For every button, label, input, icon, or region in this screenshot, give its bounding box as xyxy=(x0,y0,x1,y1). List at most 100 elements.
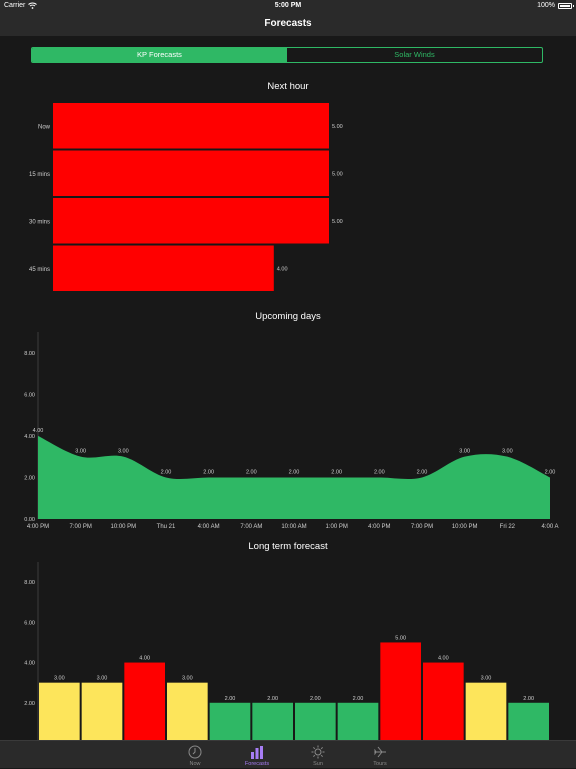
value-label: 2.00 xyxy=(310,696,321,702)
data-point-label: 2.00 xyxy=(331,469,342,475)
sun-icon xyxy=(311,745,325,759)
value-label: 2.00 xyxy=(267,696,278,702)
bar xyxy=(423,662,464,740)
clock-time: 5:00 PM xyxy=(274,2,302,9)
status-bar: Carrier 5:00 PM 100% xyxy=(0,0,576,12)
value-label: 5.00 xyxy=(332,171,343,177)
bar xyxy=(337,702,379,740)
x-tick-label: 7:00 PM xyxy=(69,524,91,530)
y-tick-label: 8.00 xyxy=(24,580,35,586)
carrier-info: Carrier xyxy=(4,2,38,9)
tab-bar: Now Forecasts Sun Tours xyxy=(0,740,576,768)
tab-tours-label: Tours xyxy=(373,761,387,767)
data-point-label: 2.00 xyxy=(417,469,428,475)
value-label: 2.00 xyxy=(523,696,534,702)
tab-sun-label: Sun xyxy=(313,761,323,767)
battery-status: 100% xyxy=(537,2,574,9)
category-label: 45 mins xyxy=(29,267,50,273)
x-tick-label: 4:00 PM xyxy=(368,524,390,530)
tab-forecasts[interactable]: Forecasts xyxy=(227,741,287,769)
y-tick-label: 2.00 xyxy=(24,475,35,481)
value-label: 4.00 xyxy=(139,656,150,662)
y-tick-label: 6.00 xyxy=(24,620,35,626)
data-point-label: 2.00 xyxy=(374,469,385,475)
tab-forecasts-label: Forecasts xyxy=(244,761,270,767)
y-tick-label: 4.00 xyxy=(24,661,35,667)
upcoming-days-title: Upcoming days xyxy=(255,311,321,322)
x-tick-label: 4:00 PM xyxy=(27,524,49,530)
bar xyxy=(295,702,336,740)
value-label: 2.00 xyxy=(353,696,364,702)
battery-icon xyxy=(558,2,574,9)
x-tick-label: 7:00 AM xyxy=(240,524,262,530)
x-tick-label: 7:00 PM xyxy=(411,524,433,530)
data-point-label: 2.00 xyxy=(289,469,300,475)
data-point-label: 3.00 xyxy=(459,449,470,455)
bar xyxy=(53,103,329,149)
x-tick-label: 1:00 PM xyxy=(325,524,347,530)
tab-now[interactable]: Now xyxy=(165,741,225,769)
bar xyxy=(465,682,507,740)
bar xyxy=(167,682,208,740)
category-label: Now xyxy=(38,124,51,130)
bar xyxy=(380,642,421,740)
carrier-label: Carrier xyxy=(4,2,26,9)
data-point-label: 3.00 xyxy=(75,449,86,455)
y-tick-label: 6.00 xyxy=(24,392,35,398)
airplane-icon xyxy=(374,746,386,758)
area-series xyxy=(38,435,550,519)
forecast-type-segmented-control: KP Forecasts Solar Winds xyxy=(31,47,543,63)
long-term-chart: 2.00 4.00 6.00 8.00 3.00 3.00 4.00 3.00 2.00 2.00… xyxy=(24,562,549,740)
value-label: 2.00 xyxy=(225,696,236,702)
navigation-bar: Forecasts xyxy=(0,12,576,36)
tab-sun[interactable]: Sun xyxy=(288,741,348,769)
y-tick-label: 8.00 xyxy=(24,351,35,357)
value-label: 4.00 xyxy=(277,266,288,272)
data-point-label: 4.00 xyxy=(33,428,44,434)
data-point-label: 3.00 xyxy=(502,449,513,455)
next-hour-chart: Now 5.00 15 mins 5.00 30 mins 5.00 45 mins 4.00 xyxy=(29,103,343,291)
value-label: 3.00 xyxy=(182,676,193,682)
page-title: Forecasts xyxy=(264,18,312,29)
value-label: 4.00 xyxy=(438,656,449,662)
y-tick-label: 2.00 xyxy=(24,701,35,707)
x-tick-label: Thu 21 xyxy=(157,524,176,530)
category-label: 15 mins xyxy=(29,172,50,178)
bar xyxy=(124,662,165,740)
clock-icon xyxy=(188,745,202,759)
x-tick-label: Fri 22 xyxy=(500,524,516,530)
bar xyxy=(508,702,549,740)
data-point-label: 3.00 xyxy=(118,449,129,455)
tab-tours[interactable]: Tours xyxy=(350,741,410,769)
value-label: 3.00 xyxy=(54,676,65,682)
data-point-label: 2.00 xyxy=(161,469,172,475)
data-point-label: 2.00 xyxy=(246,469,257,475)
value-label: 5.00 xyxy=(332,124,343,130)
value-label: 5.00 xyxy=(395,635,406,641)
segment-solar-winds[interactable]: Solar Winds xyxy=(394,50,435,59)
x-tick-label: 10:00 AM xyxy=(281,524,306,530)
data-point-label: 2.00 xyxy=(203,469,214,475)
bar xyxy=(53,150,329,196)
x-tick-label: 4:00 AM xyxy=(198,524,220,530)
x-tick-label: 10:00 PM xyxy=(110,524,136,530)
battery-percent: 100% xyxy=(537,2,555,9)
bar xyxy=(209,702,251,740)
x-tick-label: 4:00 A xyxy=(541,524,558,530)
upcoming-days-chart: 0.00 2.00 4.00 6.00 8.00 4.00 4:00 PM 3.00 7:00 … xyxy=(24,332,559,530)
value-label: 5.00 xyxy=(332,219,343,225)
x-tick-label: 10:00 PM xyxy=(452,524,478,530)
tab-now-label: Now xyxy=(189,761,201,767)
data-point-label: 2.00 xyxy=(545,469,556,475)
category-label: 30 mins xyxy=(29,219,50,225)
bar-chart-icon xyxy=(251,746,263,759)
bar xyxy=(81,682,123,740)
bar xyxy=(53,245,274,291)
value-label: 3.00 xyxy=(97,676,108,682)
next-hour-title: Next hour xyxy=(267,81,309,92)
y-tick-label: 4.00 xyxy=(24,434,35,440)
value-label: 3.00 xyxy=(481,676,492,682)
bar xyxy=(39,682,80,740)
long-term-title: Long term forecast xyxy=(248,541,328,552)
segment-kp-forecasts[interactable]: KP Forecasts xyxy=(32,48,287,62)
